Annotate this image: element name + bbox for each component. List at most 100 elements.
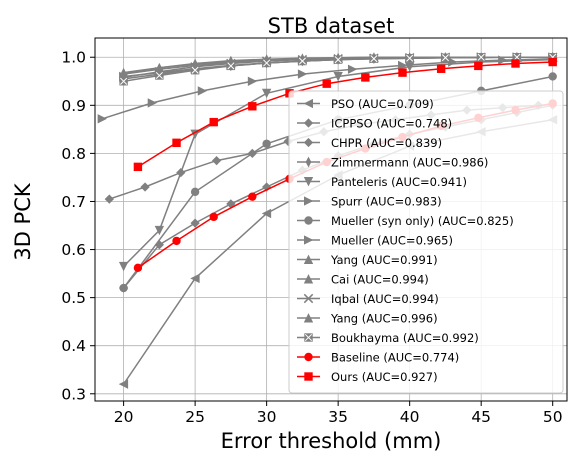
data-point bbox=[190, 187, 200, 197]
series-12 bbox=[119, 53, 557, 86]
legend-marker bbox=[303, 98, 314, 109]
data-point bbox=[119, 77, 128, 86]
data-point bbox=[133, 162, 143, 172]
data-point bbox=[405, 53, 414, 63]
marker-cross bbox=[227, 62, 235, 70]
series-line bbox=[123, 58, 553, 267]
series-line bbox=[137, 61, 553, 168]
data-point bbox=[248, 102, 257, 111]
legend-box bbox=[288, 90, 564, 394]
data-point bbox=[474, 61, 483, 71]
legend-item: Spurr (AUC=0.983) bbox=[297, 194, 442, 208]
legend-label: Panteleris (AUC=0.941) bbox=[331, 175, 467, 189]
data-point bbox=[333, 71, 343, 82]
legend-marker bbox=[305, 156, 312, 168]
data-point bbox=[322, 79, 331, 88]
marker-cross bbox=[441, 54, 449, 62]
x-tick-label: 40 bbox=[400, 408, 420, 426]
legend-label: ICPPSO (AUC=0.748) bbox=[331, 116, 452, 130]
x-axis-label: Error threshold (mm) bbox=[221, 429, 442, 453]
data-point bbox=[261, 88, 272, 99]
series-14 bbox=[133, 57, 557, 172]
legend-label: Yang (AUC=0.991) bbox=[330, 253, 438, 267]
y-tick-label: 0.5 bbox=[61, 289, 86, 307]
y-tick-label: 0.4 bbox=[61, 337, 86, 355]
y-tick-label: 0.6 bbox=[61, 241, 86, 259]
series-layer bbox=[97, 51, 558, 389]
legend-label: Mueller (syn only) (AUC=0.825) bbox=[331, 214, 514, 228]
data-point bbox=[190, 66, 200, 75]
marker-cross bbox=[191, 66, 199, 74]
plot-frame bbox=[94, 37, 568, 402]
data-point bbox=[104, 194, 114, 204]
data-point bbox=[441, 53, 450, 62]
legend-label: Cai (AUC=0.994) bbox=[331, 272, 429, 286]
data-point bbox=[209, 117, 218, 127]
legend-marker bbox=[303, 274, 314, 284]
legend-item: Yang (AUC=0.991) bbox=[297, 253, 438, 267]
data-point bbox=[333, 55, 343, 64]
data-point bbox=[209, 212, 218, 222]
y-tick-label: 0.9 bbox=[61, 97, 86, 115]
legend-label: Spurr (AUC=0.983) bbox=[331, 194, 442, 208]
data-point bbox=[172, 138, 181, 148]
legend-item: Zimmermann (AUC=0.986) bbox=[297, 155, 488, 169]
legend-label: PSO (AUC=0.709) bbox=[331, 97, 434, 111]
legend-label: Yang (AUC=0.996) bbox=[330, 311, 438, 325]
legend-item: Baseline (AUC=0.774) bbox=[297, 350, 459, 364]
y-tick-label: 0.3 bbox=[61, 385, 86, 403]
data-point bbox=[118, 379, 129, 389]
data-point bbox=[398, 60, 408, 71]
data-point bbox=[262, 58, 271, 68]
data-point bbox=[154, 225, 165, 236]
legend-label: Mueller (AUC=0.965) bbox=[331, 233, 453, 247]
data-point bbox=[261, 208, 272, 219]
x-tick-label: 50 bbox=[543, 408, 563, 426]
legend-item: Mueller (AUC=0.965) bbox=[297, 233, 453, 247]
legend-item: CHPR (AUC=0.839) bbox=[297, 136, 442, 150]
data-point bbox=[197, 86, 208, 96]
data-point bbox=[226, 61, 236, 71]
data-point bbox=[119, 283, 128, 293]
legend-marker bbox=[303, 177, 314, 187]
y-tick-label: 0.8 bbox=[61, 145, 86, 163]
legend-marker bbox=[303, 313, 314, 323]
legend-item: ICPPSO (AUC=0.748) bbox=[297, 116, 452, 130]
data-point bbox=[398, 68, 407, 77]
legend-item: Mueller (syn only) (AUC=0.825) bbox=[297, 214, 514, 228]
data-point bbox=[147, 98, 158, 108]
data-point bbox=[118, 261, 129, 272]
legend-marker bbox=[304, 333, 313, 342]
data-point bbox=[133, 263, 143, 273]
marker-cross bbox=[263, 59, 271, 67]
data-point bbox=[211, 155, 222, 166]
data-point bbox=[248, 192, 257, 201]
data-point bbox=[436, 64, 446, 73]
data-point bbox=[448, 57, 458, 67]
marker-cross bbox=[370, 55, 378, 63]
legend-label: CHPR (AUC=0.839) bbox=[331, 136, 442, 150]
data-point bbox=[369, 54, 379, 63]
legend: PSO (AUC=0.709) ICPPSO (AUC=0.748) CHPR (A… bbox=[288, 90, 564, 394]
data-point bbox=[361, 73, 370, 82]
legend-marker bbox=[304, 372, 313, 381]
legend-marker bbox=[303, 293, 314, 304]
legend-label: Zimmermann (AUC=0.986) bbox=[331, 155, 488, 169]
legend-item: Iqbal (AUC=0.994) bbox=[297, 292, 439, 306]
data-point bbox=[498, 55, 508, 65]
data-point bbox=[347, 64, 358, 74]
legend-item: PSO (AUC=0.709) bbox=[297, 97, 434, 111]
data-point bbox=[172, 236, 181, 246]
y-axis-label: 3D PCK bbox=[11, 182, 35, 261]
legend-marker bbox=[303, 235, 314, 245]
data-point bbox=[140, 182, 150, 192]
legend-marker bbox=[304, 216, 313, 225]
legend-item: Panteleris (AUC=0.941) bbox=[297, 175, 467, 189]
x-tick-label: 20 bbox=[114, 408, 134, 426]
y-tick-label: 0.7 bbox=[61, 193, 86, 211]
marker-cross bbox=[298, 57, 306, 65]
legend-item: Ours (AUC=0.927) bbox=[297, 370, 438, 384]
data-point bbox=[297, 69, 308, 79]
marker-cross bbox=[477, 53, 485, 61]
